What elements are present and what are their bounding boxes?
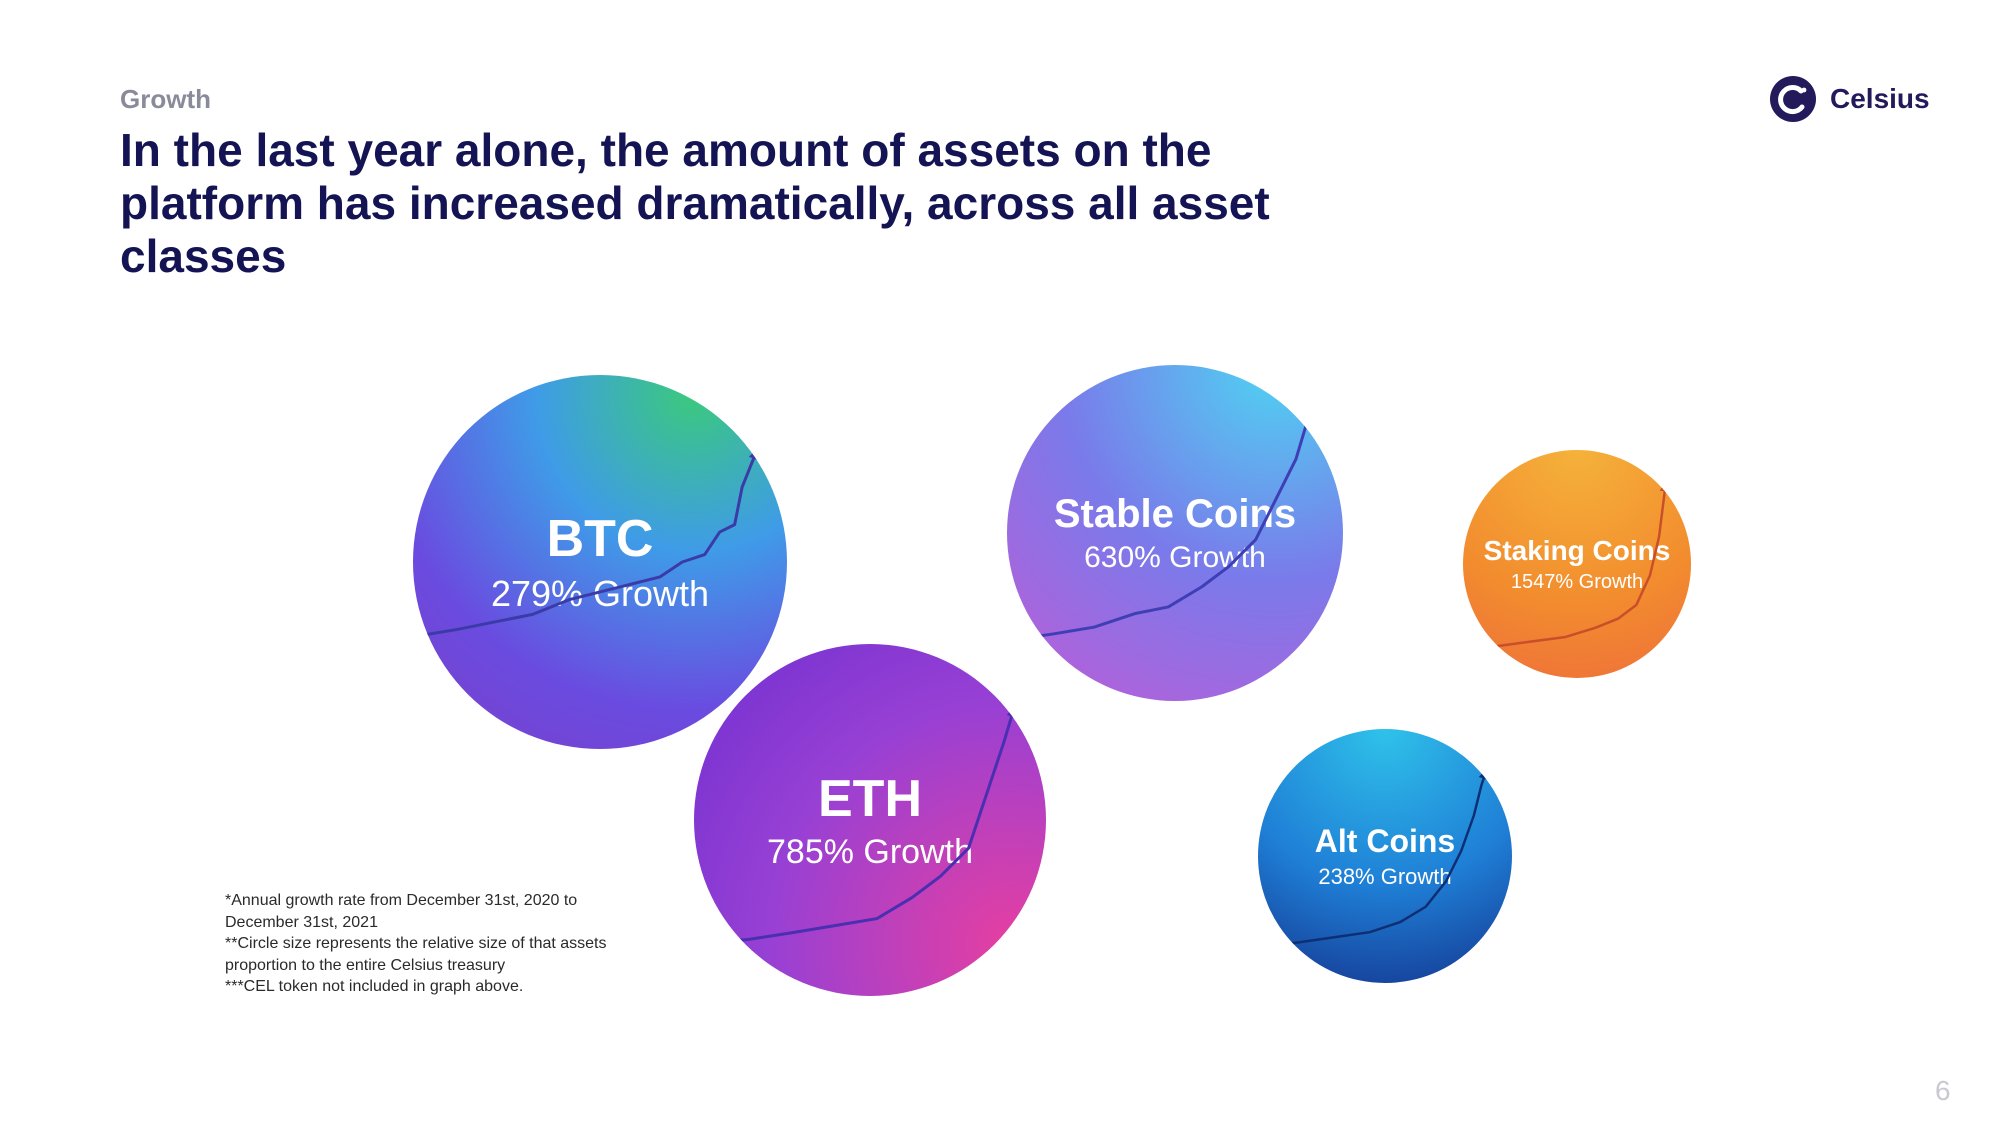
bubble-growth: 630% Growth: [1084, 541, 1266, 575]
page-title: In the last year alone, the amount of as…: [120, 124, 1350, 283]
bubble-name: ETH: [818, 769, 922, 829]
bubble-name: Alt Coins: [1315, 823, 1455, 860]
footnote-line: **Circle size represents the relative si…: [225, 933, 655, 976]
footnotes: *Annual growth rate from December 31st, …: [225, 890, 655, 998]
bubble-staking: Staking Coins 1547% Growth: [1463, 450, 1691, 678]
bubble-growth: 238% Growth: [1318, 864, 1451, 890]
footnote-line: *Annual growth rate from December 31st, …: [225, 890, 655, 933]
brand-logo: Celsius: [1770, 76, 1930, 122]
footnote-line: ***CEL token not included in graph above…: [225, 976, 655, 998]
bubble-name: BTC: [547, 509, 654, 569]
bubble-growth: 279% Growth: [491, 573, 709, 615]
bubble-name: Stable Coins: [1054, 492, 1296, 537]
bubble-alt: Alt Coins 238% Growth: [1258, 729, 1512, 983]
bubble-eth: ETH 785% Growth: [694, 644, 1046, 996]
bubble-growth: 1547% Growth: [1511, 571, 1643, 594]
bubble-growth: 785% Growth: [767, 833, 973, 872]
bubble-btc: BTC279% Growth: [413, 375, 787, 749]
bubble-stable: Stable Coins 630% Growth: [1007, 365, 1343, 701]
bubble-name: Staking Coins: [1484, 535, 1671, 567]
brand-name: Celsius: [1830, 83, 1930, 115]
page-number: 6: [1935, 1075, 1951, 1107]
celsius-logo-icon: [1770, 76, 1816, 122]
section-eyebrow: Growth: [120, 84, 211, 115]
